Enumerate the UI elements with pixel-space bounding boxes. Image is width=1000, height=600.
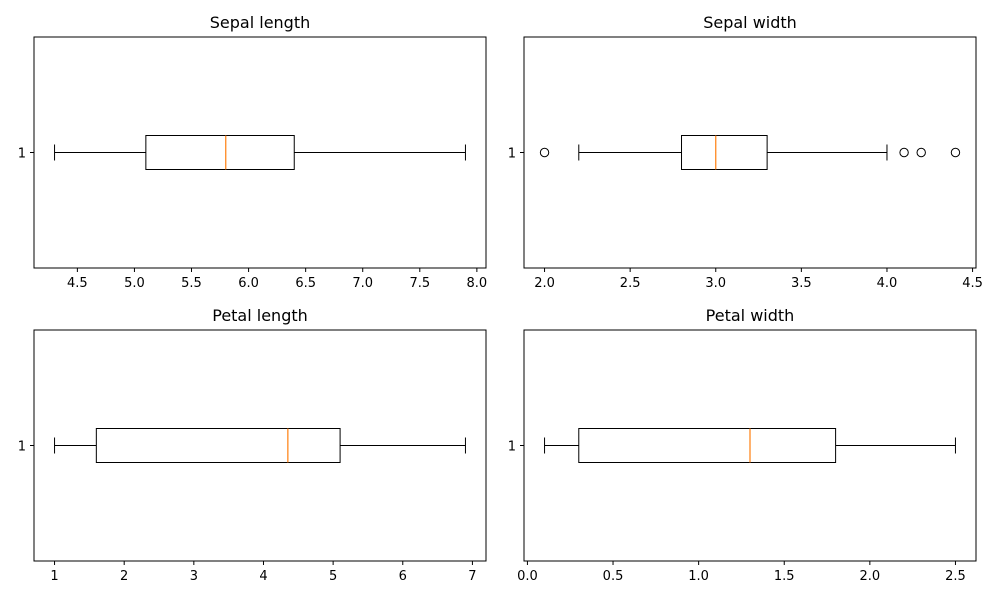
subplot-1: Sepal length 4.5 5.0 5.5 6.0 6.5 7.0 7.5 8.0 1	[18, 13, 487, 291]
x-tick-label: 3.0	[705, 276, 726, 291]
box-iqr	[681, 135, 768, 170]
x-tick-label: 5	[329, 569, 337, 584]
outlier-point	[539, 147, 550, 158]
axes-frame	[33, 36, 487, 269]
x-tick-label: 1.0	[688, 569, 709, 584]
y-tick-label: 1	[18, 440, 26, 455]
x-tick-label: 2.5	[945, 569, 966, 584]
subplot-3: Petal length 1 2 3 4 5 6 7 1	[18, 306, 487, 584]
x-tick-label: 1	[50, 569, 58, 584]
x-tick-label: 2.5	[620, 276, 641, 291]
x-tick-label: 4.0	[877, 276, 898, 291]
x-tick-label: 7.5	[409, 276, 430, 291]
axes-frame	[33, 329, 487, 562]
x-tick-label: 2.0	[860, 569, 881, 584]
outlier-point	[950, 147, 961, 158]
x-tick-label: 0.5	[603, 569, 624, 584]
subplot-2: Sepal width 2.0 2.5 3.0 3.5 4.0 4.5 1	[508, 13, 983, 291]
axes-frame	[523, 36, 977, 269]
x-tick-label: 6.0	[238, 276, 259, 291]
x-tick-label: 4	[259, 569, 267, 584]
x-tick-label: 7	[468, 569, 476, 584]
x-tick-label: 4.5	[962, 276, 983, 291]
x-tick-label: 3.5	[791, 276, 812, 291]
x-tick-label: 2.0	[534, 276, 555, 291]
x-tick-label: 1.5	[774, 569, 795, 584]
y-tick-label: 1	[508, 147, 516, 162]
subplot-4: Petal width 0.0 0.5 1.0 1.5 2.0 2.5 1	[508, 306, 977, 584]
x-tick-label: 6.5	[295, 276, 316, 291]
chart-title: Petal length	[212, 306, 308, 325]
x-tick-label: 5.0	[124, 276, 145, 291]
axes-frame	[523, 329, 977, 562]
outlier-point	[916, 147, 926, 158]
x-tick-label: 5.5	[181, 276, 202, 291]
box-iqr	[145, 135, 295, 170]
x-tick-label: 7.0	[352, 276, 373, 291]
chart-title: Petal width	[706, 306, 795, 325]
x-tick-label: 2	[120, 569, 128, 584]
y-tick-label: 1	[18, 147, 26, 162]
x-tick-label: 6	[399, 569, 407, 584]
x-tick-label: 3	[190, 569, 198, 584]
box-iqr	[95, 428, 341, 463]
chart-title: Sepal length	[210, 13, 311, 32]
chart-title: Sepal width	[703, 13, 797, 32]
x-tick-label: 4.5	[67, 276, 88, 291]
outlier-point	[899, 147, 909, 158]
x-tick-label: 8.0	[467, 276, 488, 291]
y-tick-label: 1	[508, 440, 516, 455]
box-iqr	[578, 428, 837, 463]
x-tick-label: 0.0	[517, 569, 538, 584]
